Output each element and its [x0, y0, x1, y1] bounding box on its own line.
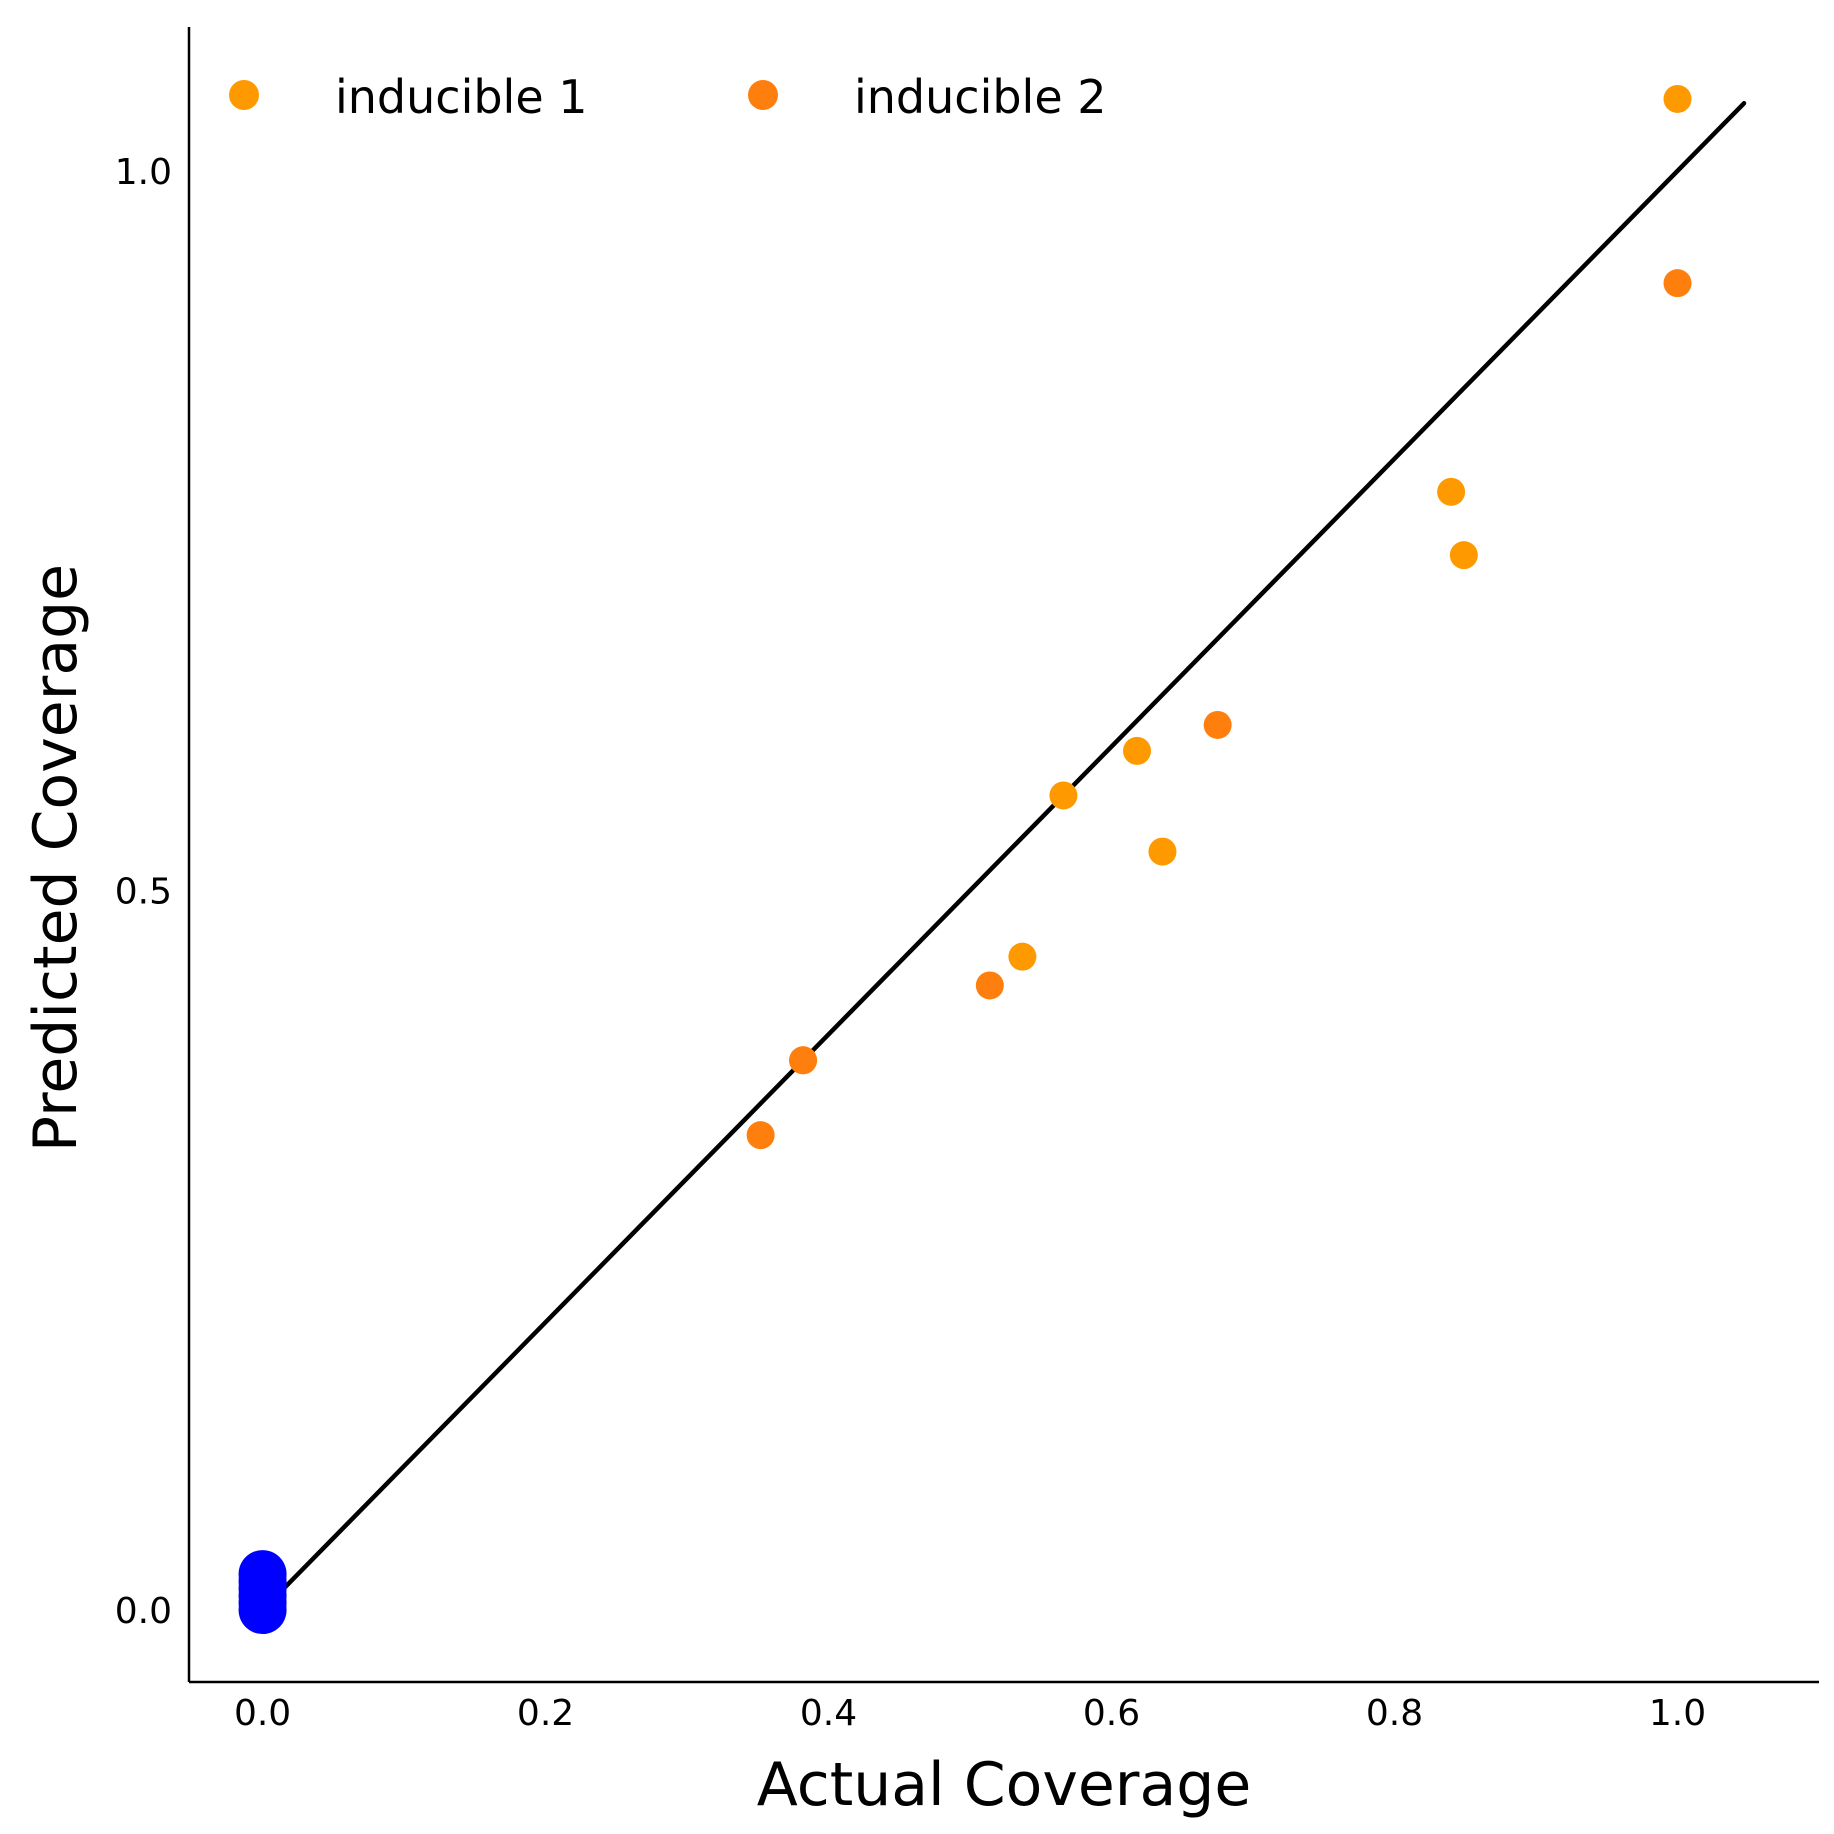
plot-area	[238, 84, 1747, 1635]
axes	[187, 27, 1819, 1684]
legend-marker-inducible-1	[229, 80, 259, 110]
y-axis-title: Predicted Coverage	[21, 564, 91, 1152]
data-point-series-1-2	[975, 971, 1004, 1000]
data-point-series-1-3	[746, 1121, 775, 1150]
data-point-series-1-1	[1203, 710, 1232, 739]
data-point-series-0-4	[1049, 781, 1078, 810]
x-tick-label: 0.8	[1366, 1693, 1423, 1734]
legend-label-inducible-2: inducible 2	[854, 70, 1107, 124]
legend: inducible 1 inducible 2	[229, 70, 1107, 124]
y-tick-label: 0.5	[115, 871, 172, 912]
data-point-series-2-5	[238, 1550, 287, 1599]
x-tick-label: 1.0	[1649, 1693, 1706, 1734]
x-tick-label: 0.6	[1083, 1693, 1140, 1734]
data-point-series-0-0	[1663, 84, 1692, 113]
data-point-series-0-3	[1123, 736, 1152, 765]
legend-marker-inducible-2	[748, 80, 778, 110]
data-point-series-0-6	[1008, 942, 1037, 971]
x-axis-ticks: 0.0 0.2 0.4 0.6 0.8 1.0	[234, 1693, 1706, 1734]
data-point-series-0-2	[1449, 541, 1478, 570]
data-point-series-0-1	[1437, 477, 1466, 506]
data-point-series-1-4	[789, 1046, 818, 1075]
x-tick-label: 0.4	[800, 1693, 857, 1734]
data-point-series-0-5	[1148, 837, 1177, 866]
data-point-series-1-0	[1663, 269, 1692, 298]
x-tick-label: 0.2	[517, 1693, 574, 1734]
y-tick-label: 0.0	[115, 1591, 172, 1632]
x-axis-title: Actual Coverage	[757, 1750, 1252, 1820]
x-tick-label: 0.0	[234, 1693, 291, 1734]
y-tick-label: 1.0	[115, 152, 172, 193]
legend-label-inducible-1: inducible 1	[335, 70, 588, 124]
reference-line	[260, 101, 1747, 1613]
y-axis-ticks: 0.0 0.5 1.0	[115, 152, 172, 1632]
